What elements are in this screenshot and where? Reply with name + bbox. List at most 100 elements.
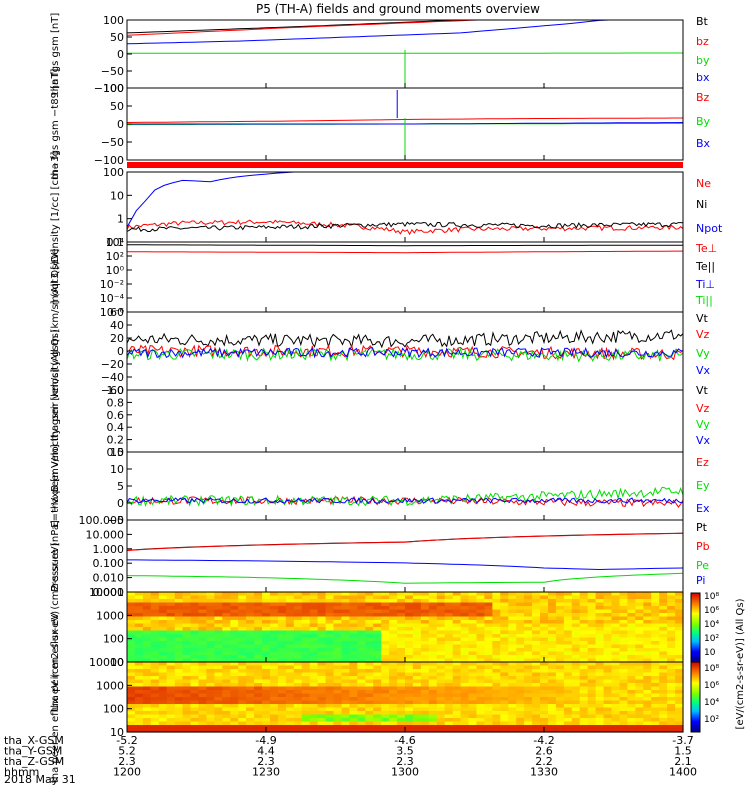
spectrogram-cell xyxy=(619,595,628,600)
spectrogram-cell xyxy=(270,630,279,635)
spectrogram-cell xyxy=(230,641,239,646)
spectrogram-cell xyxy=(174,609,184,614)
spectrogram-cell xyxy=(381,623,390,628)
legend-entry: Vx xyxy=(696,364,711,377)
spectrogram-cell xyxy=(436,609,446,614)
spectrogram-cell xyxy=(301,637,311,642)
spectrogram-cell xyxy=(246,665,255,670)
spectrogram-cell xyxy=(389,693,398,698)
spectrogram-cell xyxy=(420,641,430,646)
spectrogram-cell xyxy=(405,718,414,723)
spectrogram-cell xyxy=(428,620,438,625)
spectrogram-cell xyxy=(214,613,223,618)
spectrogram-cell xyxy=(365,627,374,632)
spectrogram-cell xyxy=(643,623,652,628)
spectrogram-cell xyxy=(555,595,565,600)
spectrogram-cell xyxy=(166,648,176,653)
spectrogram-cell xyxy=(492,606,501,611)
spectrogram-cell xyxy=(325,602,335,607)
spectrogram-cell xyxy=(158,679,168,684)
spectrogram-cell xyxy=(134,648,144,653)
spectrogram-cell xyxy=(190,616,199,621)
spectrogram-cell xyxy=(675,662,684,667)
spectrogram-cell xyxy=(381,690,390,695)
spectrogram-cell xyxy=(389,721,398,726)
y-tick-label: −60 xyxy=(101,384,124,397)
spectrogram-cell xyxy=(301,704,311,709)
spectrogram-cell xyxy=(166,613,176,618)
spectrogram-cell xyxy=(309,672,319,677)
spectrogram-cell xyxy=(254,606,263,611)
spectrogram-cell xyxy=(182,707,192,712)
spectrogram-cell xyxy=(476,641,485,646)
spectrogram-cell xyxy=(508,683,517,688)
spectrogram-cell xyxy=(246,634,255,639)
spectrogram-cell xyxy=(309,669,319,674)
spectrogram-cell xyxy=(516,707,525,712)
spectrogram-cell xyxy=(492,648,501,653)
spectrogram-cell xyxy=(214,599,223,604)
spectrogram-cell xyxy=(190,704,199,709)
spectrogram-cell xyxy=(246,623,255,628)
spectrogram-cell xyxy=(508,697,517,702)
spectrogram-cell xyxy=(587,672,597,677)
spectrogram-cell xyxy=(603,644,613,649)
spectrogram-cell xyxy=(595,602,605,607)
spectrogram-cell xyxy=(500,637,509,642)
spectrogram-cell xyxy=(198,623,207,628)
spectrogram-cell xyxy=(397,623,406,628)
spectrogram-cell xyxy=(516,602,525,607)
spectrogram-cell xyxy=(214,679,223,684)
spectrogram-cell xyxy=(198,728,207,733)
spectrogram-cell xyxy=(460,651,470,656)
orbit-row-label: tha_Z-GSM xyxy=(4,755,64,768)
spectrogram-cell xyxy=(516,641,525,646)
spectrogram-cell xyxy=(214,602,223,607)
spectrogram-cell xyxy=(571,662,581,667)
spectrogram-cell xyxy=(508,690,517,695)
spectrogram-cell xyxy=(309,679,319,684)
spectrogram-cell xyxy=(357,711,366,716)
spectrogram-cell xyxy=(635,655,644,660)
spectrogram-cell xyxy=(142,700,152,705)
spectrogram-cell xyxy=(357,641,366,646)
spectrogram-cell xyxy=(349,616,358,621)
spectrogram-cell xyxy=(532,683,541,688)
spectrogram-cell xyxy=(420,697,430,702)
spectrogram-cell xyxy=(603,697,613,702)
spectrogram-cell xyxy=(317,606,327,611)
spectrogram-cell xyxy=(254,595,263,600)
spectrogram-cell xyxy=(540,686,549,691)
spectrogram-cell xyxy=(325,690,335,695)
spectrogram-cell xyxy=(341,725,350,730)
spectrogram-cell xyxy=(381,669,390,674)
spectrogram-cell xyxy=(484,676,493,681)
spectrogram-cell xyxy=(190,669,199,674)
spectrogram-cell xyxy=(150,609,160,614)
spectrogram-cell xyxy=(563,672,573,677)
spectrogram-cell xyxy=(595,697,605,702)
spectrogram-cell xyxy=(365,616,374,621)
spectrogram-cell xyxy=(198,725,207,730)
spectrogram-cell xyxy=(373,711,382,716)
spectrogram-cell xyxy=(548,676,557,681)
colorbar-lower xyxy=(690,661,701,733)
spectrogram-cell xyxy=(508,711,517,716)
spectrogram-cell xyxy=(460,693,470,698)
spectrogram-cell xyxy=(436,714,446,719)
spectrogram-cell xyxy=(127,644,136,649)
spectrogram-cell xyxy=(198,669,207,674)
spectrogram-cell xyxy=(150,613,160,618)
spectrogram-cell xyxy=(659,665,668,670)
spectrogram-cell xyxy=(412,690,422,695)
spectrogram-cell xyxy=(548,613,557,618)
spectrogram-cell xyxy=(325,718,335,723)
orbit-row-label: tha_Y-GSM xyxy=(4,745,62,758)
spectrogram-cell xyxy=(651,658,660,663)
series-Te⊥ xyxy=(127,250,683,254)
spectrogram-cell xyxy=(579,686,589,691)
spectrogram-cell xyxy=(651,693,660,698)
spectrogram-cell xyxy=(365,672,374,677)
spectrogram-cell xyxy=(500,613,509,618)
spectrogram-cell xyxy=(206,637,215,642)
